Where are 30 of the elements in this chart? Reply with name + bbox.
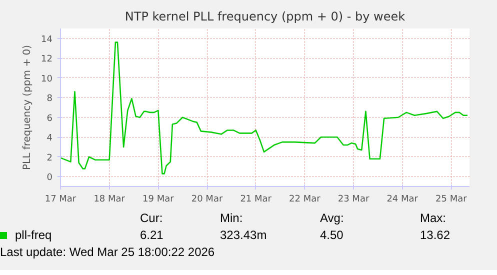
x-tick-label: 22 Mar xyxy=(289,194,321,204)
x-tick-label: 19 Mar xyxy=(142,194,174,204)
text: Cur: xyxy=(140,210,164,227)
y-tick-label: 12 xyxy=(41,54,52,65)
text: Max: xyxy=(420,210,448,227)
text: 323.43m xyxy=(220,227,268,244)
text: Min: xyxy=(220,210,244,227)
line-series xyxy=(60,42,468,174)
y-axis-title: PLL frequency (ppm + 0) xyxy=(22,44,34,170)
x-tick-label: 18 Mar xyxy=(94,194,126,204)
text: Avg: xyxy=(320,210,345,227)
y-tick-label: 2 xyxy=(46,153,53,164)
y-tick-label: 10 xyxy=(41,74,53,84)
x-tick-label: 17 Mar xyxy=(44,194,76,204)
y-tick-label: 8 xyxy=(46,94,53,104)
y-tick-label: 4 xyxy=(46,134,53,144)
y-tick-label: 0 xyxy=(46,173,53,184)
x-tick-label: 24 Mar xyxy=(386,194,418,204)
x-tick-label: 21 Mar xyxy=(240,194,272,204)
text: 4.50 xyxy=(320,227,344,244)
y-tick-label: 14 xyxy=(41,34,53,45)
text: 13.62 xyxy=(420,227,452,244)
x-tick-label: 23 Mar xyxy=(338,194,370,204)
text: 6.21 xyxy=(140,227,164,244)
x-tick-label: 25 Mar xyxy=(436,194,468,204)
legend-label: pll-freq xyxy=(14,227,53,244)
text: Last update: Wed Mar 25 18:00:22 2026 xyxy=(0,244,216,262)
x-tick-label: 20 Mar xyxy=(191,194,223,204)
chart-title: NTP kernel PLL frequency (ppm + 0) - by week xyxy=(124,10,406,24)
y-tick-label: 6 xyxy=(46,114,53,124)
